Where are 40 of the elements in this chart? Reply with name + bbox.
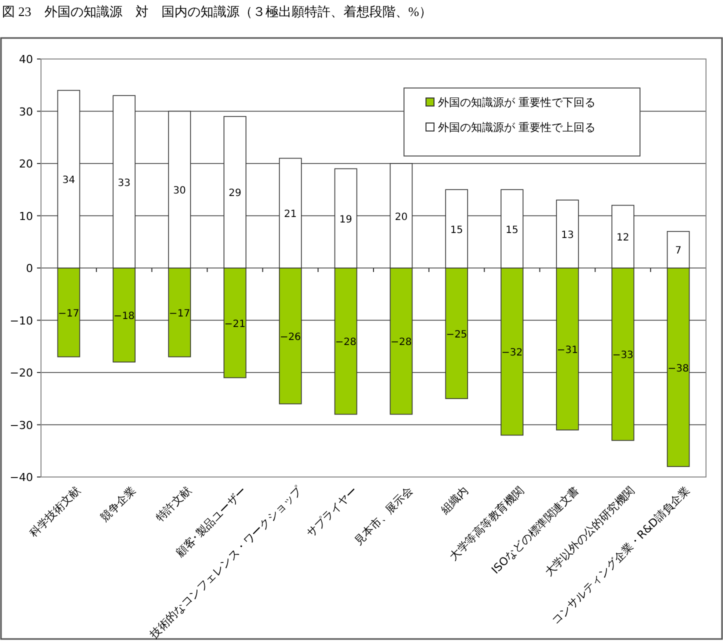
y-tick-label: 20 [19, 158, 33, 170]
data-label: −26 [280, 332, 301, 343]
data-label: 12 [616, 232, 630, 244]
data-label: 30 [173, 186, 186, 197]
y-tick-label: −40 [10, 471, 33, 484]
data-label: −21 [224, 318, 246, 330]
x-tick-label: 特許文献 [153, 484, 194, 524]
data-label: 29 [228, 188, 242, 200]
data-label: −28 [335, 337, 356, 348]
data-label: 13 [561, 230, 574, 242]
data-label: −17 [168, 308, 190, 320]
data-label: −18 [114, 311, 135, 322]
y-tick-label: −20 [10, 366, 33, 380]
x-tick-label: 科学技術文献 [26, 484, 83, 540]
y-tick-label: 10 [19, 210, 33, 223]
data-label: 19 [339, 214, 352, 226]
data-label: −17 [58, 308, 80, 320]
y-tick-label: −10 [10, 314, 33, 328]
data-label: 7 [675, 246, 682, 257]
data-label: 15 [506, 224, 518, 236]
data-label: −25 [446, 329, 468, 340]
data-label: −38 [668, 363, 689, 374]
y-tick-label: 30 [19, 105, 33, 118]
x-tick-label: 競争企業 [98, 484, 138, 524]
data-label: 34 [62, 175, 76, 186]
legend-label: 外国の知識源が 重要性で上回る [438, 121, 596, 134]
data-label: −28 [390, 337, 412, 348]
data-label: −33 [612, 350, 634, 362]
y-tick-label: 0 [26, 262, 33, 275]
data-label: −32 [501, 348, 523, 359]
chart-title: 図 23 外国の知識源 対 国内の知識源（３極出願特許、着想段階、%） [2, 4, 432, 19]
legend-label: 外国の知識源が 重要性で下回る [438, 96, 596, 109]
data-label: 20 [394, 212, 408, 223]
x-tick-label: 組織内 [438, 484, 471, 518]
data-label: −31 [556, 344, 578, 356]
data-label: 15 [450, 224, 463, 236]
data-label: 33 [118, 178, 130, 189]
y-tick-label: −30 [10, 418, 33, 432]
y-tick-label: 40 [19, 53, 33, 66]
data-label: 21 [284, 209, 297, 220]
